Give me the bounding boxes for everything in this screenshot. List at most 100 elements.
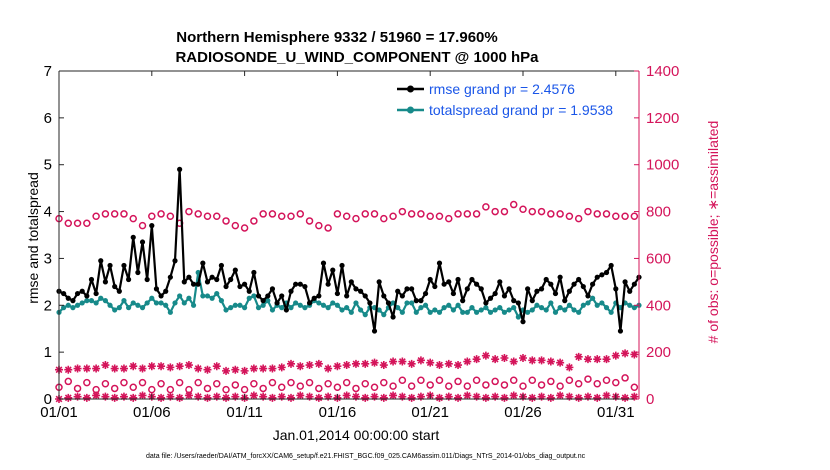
possible-obs-marker	[287, 378, 295, 387]
assimilated-obs-marker	[138, 391, 147, 400]
possible-obs-marker	[361, 210, 369, 218]
assimilated-obs-marker	[259, 364, 268, 373]
possible-obs-marker	[574, 380, 583, 388]
possible-obs-marker	[101, 380, 110, 388]
possible-obs-marker	[194, 210, 202, 218]
possible-obs-marker	[352, 384, 360, 393]
assimilated-obs-marker	[593, 393, 602, 402]
totalspread-point	[116, 305, 122, 311]
assimilated-obs-marker	[556, 358, 565, 367]
possible-obs-marker	[194, 378, 202, 387]
totalspread-point	[376, 307, 382, 313]
y-right-tick-label: 400	[646, 297, 671, 314]
possible-obs-marker	[398, 376, 407, 385]
y-left-tick-label: 7	[44, 63, 52, 80]
possible-obs-marker	[240, 385, 249, 394]
rmse-point	[79, 288, 85, 294]
possible-obs-marker	[268, 210, 277, 218]
assimilated-obs-marker	[184, 391, 193, 400]
assimilated-obs-marker	[314, 393, 323, 402]
left-axis-label: rmse and totalspread	[25, 172, 41, 304]
assimilated-obs-marker	[138, 364, 147, 373]
assimilated-obs-marker	[296, 391, 305, 400]
assimilated-obs-marker	[277, 363, 286, 372]
assimilated-obs-marker	[621, 349, 630, 358]
assimilated-obs-marker	[416, 356, 425, 365]
possible-obs-marker	[537, 207, 546, 216]
assimilated-obs-marker	[333, 362, 342, 371]
rmse-point	[84, 293, 90, 299]
possible-obs-marker	[296, 382, 305, 390]
possible-obs-marker	[120, 378, 128, 387]
possible-obs-marker	[417, 210, 425, 218]
possible-obs-marker	[463, 382, 472, 390]
possible-obs-marker	[166, 212, 175, 221]
x-tick-label: 01/11	[226, 404, 262, 421]
totalspread-point	[325, 305, 331, 311]
y-left-tick-label: 1	[44, 344, 52, 361]
possible-obs-marker	[565, 212, 574, 221]
totalspread-point	[228, 305, 234, 311]
possible-obs-marker	[175, 378, 184, 387]
rmse-point	[404, 286, 410, 292]
assimilated-obs-marker	[92, 364, 101, 373]
rmse-point	[209, 274, 215, 280]
assimilated-obs-marker	[454, 393, 463, 402]
y-left-tick-label: 3	[44, 250, 52, 267]
assimilated-obs-marker	[73, 364, 82, 373]
rmse-point	[358, 288, 364, 294]
possible-obs-marker	[333, 383, 342, 392]
assimilated-obs-marker	[528, 393, 537, 402]
assimilated-obs-marker	[398, 357, 407, 366]
rmse-point	[223, 283, 229, 290]
legend-box	[391, 79, 634, 121]
rmse-point	[242, 281, 248, 287]
assimilated-obs-marker	[259, 392, 268, 401]
rmse-point	[399, 293, 405, 299]
possible-obs-marker	[352, 214, 360, 223]
rmse-point	[126, 276, 132, 283]
assimilated-obs-marker	[287, 393, 295, 402]
rmse-point	[525, 286, 531, 292]
possible-obs-marker	[83, 219, 91, 228]
possible-obs-marker	[64, 219, 73, 228]
totalspread-point	[218, 298, 224, 304]
possible-obs-marker	[565, 376, 574, 385]
rmse-point	[613, 286, 619, 292]
assimilated-obs-marker	[119, 364, 128, 373]
possible-obs-marker	[361, 380, 369, 388]
assimilated-obs-marker	[370, 392, 379, 401]
possible-obs-marker	[472, 376, 481, 385]
assimilated-obs-marker	[184, 361, 193, 370]
possible-obs-marker	[435, 212, 444, 221]
rmse-point	[311, 295, 317, 301]
rmse-point	[172, 258, 178, 264]
totalspread-point	[469, 305, 475, 311]
totalspread-point	[121, 298, 127, 304]
possible-obs-marker	[157, 380, 165, 388]
possible-obs-marker	[463, 210, 472, 218]
assimilated-obs-marker	[240, 366, 249, 375]
rmse-point	[348, 279, 354, 285]
rmse-point	[520, 319, 526, 325]
assimilated-obs-marker	[166, 392, 175, 401]
assimilated-obs-marker	[463, 391, 472, 400]
rmse-point	[608, 262, 614, 269]
totalspread-point	[474, 309, 480, 315]
rmse-point	[557, 274, 563, 280]
possible-obs-marker	[250, 217, 258, 225]
x-tick-label: 01/16	[319, 404, 357, 421]
totalspread-point	[149, 295, 155, 301]
totalspread-point	[269, 307, 276, 313]
assimilated-obs-marker	[203, 365, 212, 374]
possible-obs-marker	[528, 376, 537, 385]
totalspread-point	[255, 305, 262, 311]
totalspread-point	[316, 300, 322, 306]
rmse-point	[65, 295, 71, 301]
assimilated-obs-marker	[389, 357, 398, 366]
assimilated-obs-marker	[175, 362, 184, 371]
assimilated-obs-marker	[268, 393, 277, 402]
y-right-tick-label: 1200	[646, 110, 679, 127]
rmse-point	[478, 286, 484, 292]
totalspread-point	[515, 314, 521, 320]
